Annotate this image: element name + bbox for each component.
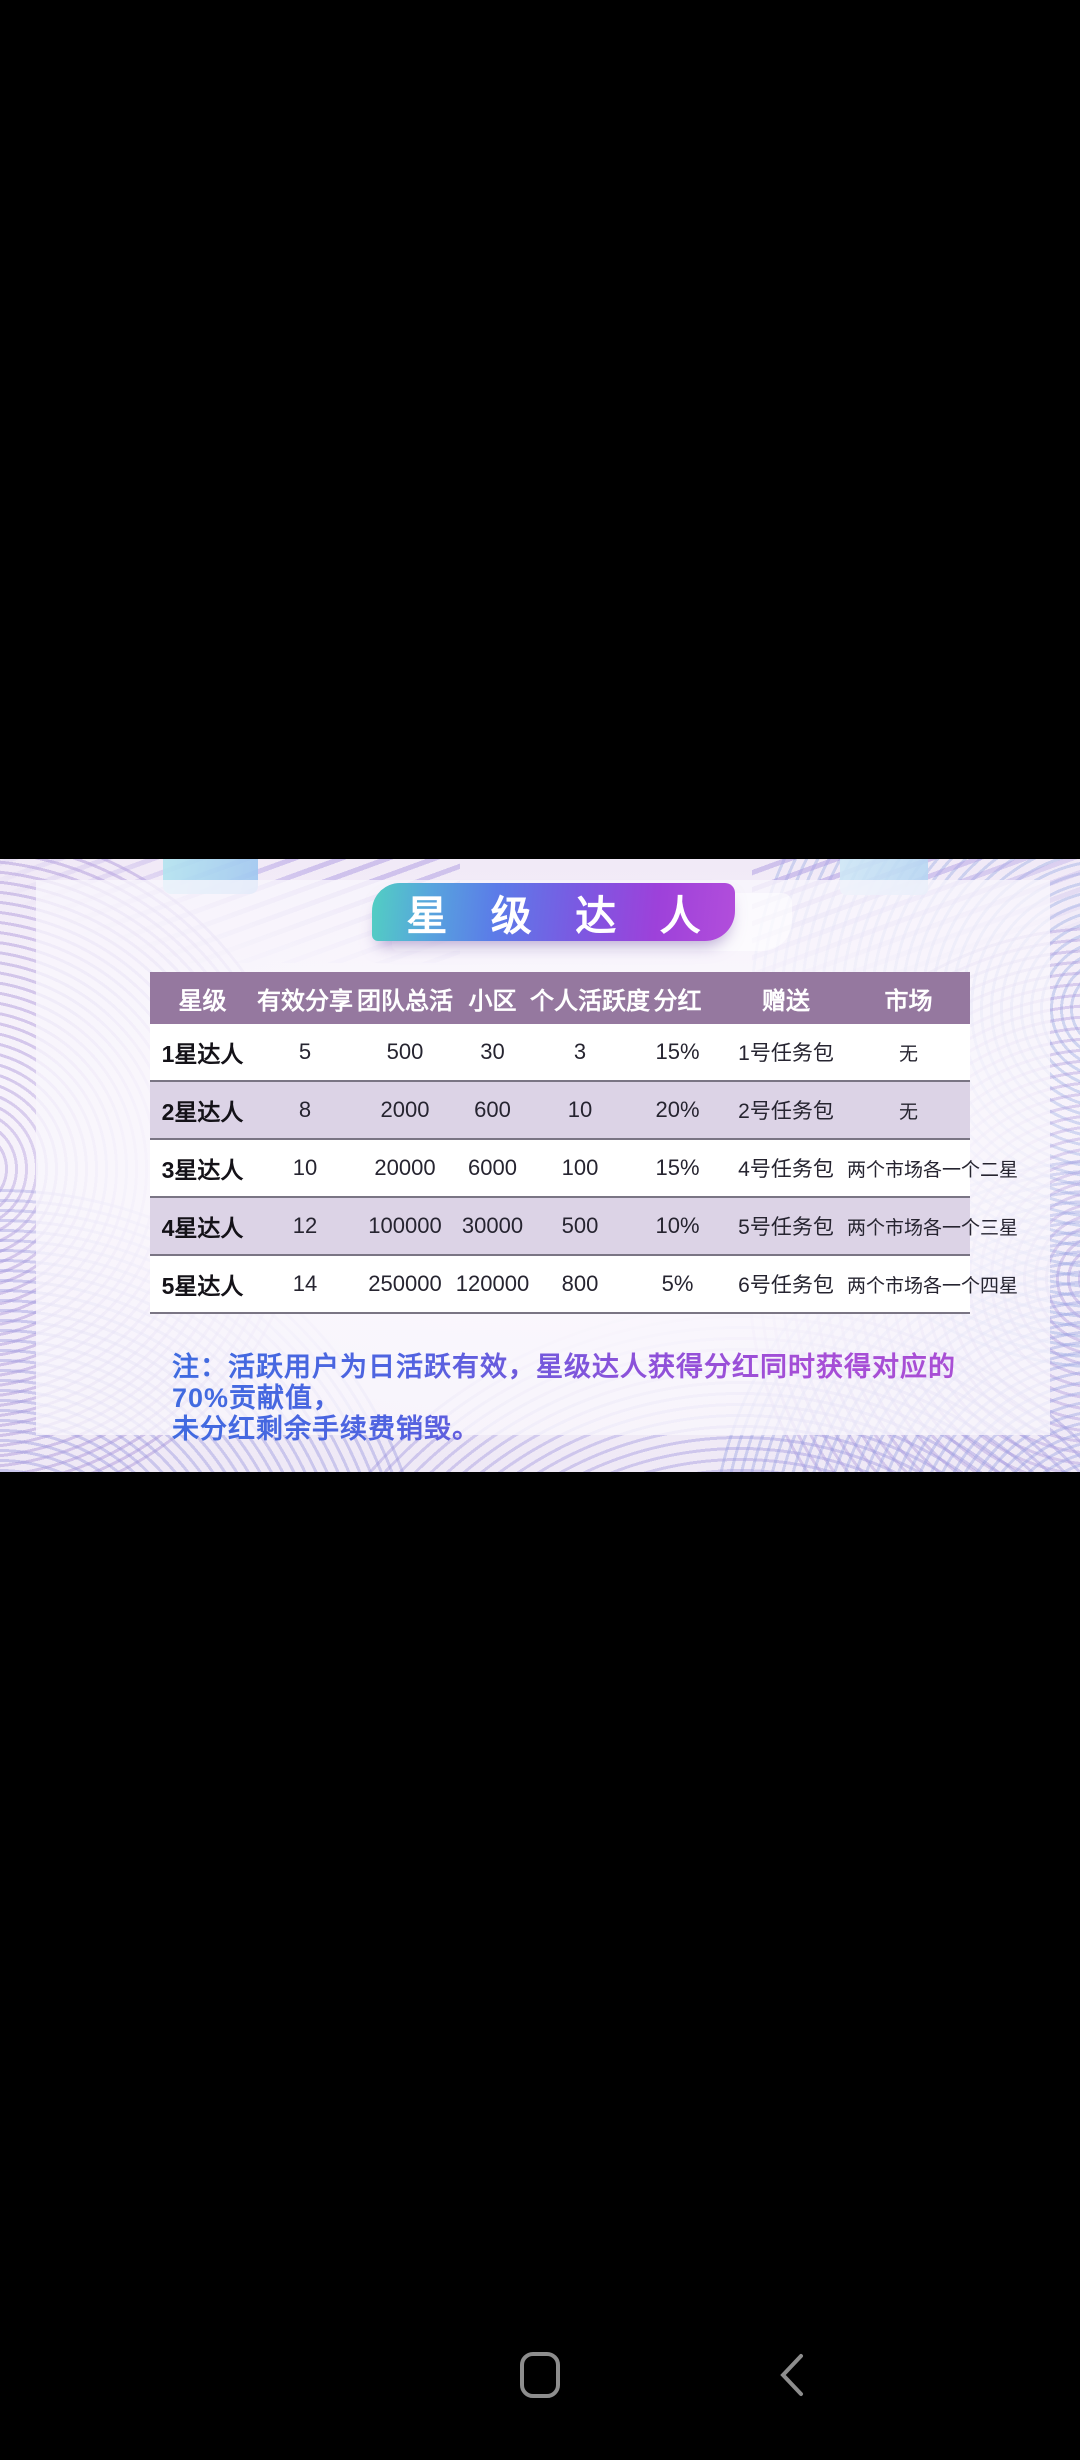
back-chevron-icon: [780, 2354, 803, 2396]
column-header: 团队总活: [357, 987, 453, 1015]
column-header: 小区: [468, 987, 517, 1015]
gift-cell: 5号任务包: [738, 1216, 834, 1239]
team-active-cell: 20000: [374, 1155, 436, 1180]
back-button[interactable]: [731, 2320, 851, 2430]
table-row: 1星达人 5 500 30 3 15% 1号任务包 无: [150, 1024, 970, 1082]
valid-share-cell: 8: [298, 1097, 312, 1122]
personal-activity-cell: 10: [567, 1097, 593, 1122]
table-row: 3星达人 10 20000 6000 100 15% 4号任务包 两个市场各一个…: [150, 1140, 1019, 1198]
dividend-cell: 15%: [655, 1039, 700, 1064]
table-row: 2星达人 8 2000 600 10 20% 2号任务包 无: [150, 1082, 970, 1140]
home-button[interactable]: [480, 2320, 600, 2430]
star-level-cell: 4星达人: [161, 1215, 244, 1241]
star-level-cell: 1星达人: [161, 1041, 244, 1067]
team-active-cell: 100000: [368, 1213, 442, 1238]
valid-share-cell: 14: [292, 1271, 318, 1296]
footnote-line-1: 注：活跃用户为日活跃有效，星级达人获得分红同时获得对应的70%贡献值，: [172, 1352, 956, 1413]
table-row: 5星达人 14 250000 120000 800 5% 6号任务包 两个市场各…: [150, 1256, 1019, 1314]
title-banner: 星 级 达 人: [372, 883, 735, 941]
district-cell: 30: [480, 1039, 505, 1064]
column-header: 分红: [653, 987, 702, 1015]
district-cell: 120000: [455, 1271, 530, 1296]
personal-activity-cell: 800: [561, 1271, 599, 1296]
gift-cell: 6号任务包: [738, 1274, 834, 1297]
team-active-cell: 2000: [380, 1097, 430, 1122]
column-header: 个人活跃度: [530, 987, 650, 1015]
android-navbar: [0, 2320, 1080, 2460]
dividend-cell: 20%: [655, 1097, 700, 1122]
personal-activity-cell: 3: [573, 1039, 587, 1064]
market-cell: 两个市场各一个三星: [847, 1217, 1019, 1239]
district-cell: 600: [474, 1097, 511, 1122]
star-level-cell: 3星达人: [161, 1157, 244, 1183]
column-header: 星级: [178, 987, 227, 1015]
district-cell: 6000: [468, 1155, 517, 1180]
market-cell: 无: [898, 1043, 918, 1065]
star-level-cell: 2星达人: [161, 1099, 244, 1125]
column-header: 有效分享: [257, 987, 353, 1015]
gift-cell: 1号任务包: [738, 1042, 834, 1065]
gift-cell: 2号任务包: [738, 1100, 834, 1123]
personal-activity-cell: 500: [561, 1213, 599, 1238]
footnote-line-2: 未分红剩余手续费销毁。: [172, 1414, 480, 1444]
column-header: 赠送: [762, 987, 810, 1015]
star-level-table: 星级 有效分享 团队总活 小区 个人活跃度 分红 赠送 市场 1星达人 5 50…: [150, 972, 1019, 1314]
valid-share-cell: 10: [292, 1155, 318, 1180]
dividend-cell: 10%: [655, 1213, 700, 1238]
gift-cell: 4号任务包: [738, 1158, 834, 1181]
market-cell: 两个市场各一个二星: [847, 1159, 1019, 1181]
column-header: 市场: [884, 987, 933, 1015]
team-active-cell: 500: [386, 1039, 424, 1064]
dividend-cell: 5%: [661, 1271, 694, 1296]
promo-card: 星 级 达 人 星级 有效分享 团队总活 小区 个人活跃度 分红 赠送 市场 1…: [0, 859, 1080, 1472]
valid-share-cell: 5: [298, 1039, 312, 1064]
dividend-cell: 15%: [655, 1155, 700, 1180]
page-title: 星 级 达 人: [406, 893, 717, 939]
valid-share-cell: 12: [292, 1213, 318, 1238]
market-cell: 两个市场各一个四星: [847, 1275, 1019, 1297]
table-row: 4星达人 12 100000 30000 500 10% 5号任务包 两个市场各…: [150, 1198, 1019, 1256]
star-level-cell: 5星达人: [161, 1273, 244, 1299]
market-cell: 无: [898, 1101, 918, 1123]
team-active-cell: 250000: [368, 1271, 442, 1296]
table-header-row: 星级 有效分享 团队总活 小区 个人活跃度 分红 赠送 市场: [150, 972, 970, 1024]
menu-button[interactable]: [229, 2320, 349, 2430]
personal-activity-cell: 100: [561, 1155, 599, 1180]
district-cell: 30000: [461, 1213, 524, 1238]
home-icon: [520, 2352, 560, 2398]
footnote: 注：活跃用户为日活跃有效，星级达人获得分红同时获得对应的70%贡献值， 未分红剩…: [172, 1352, 982, 1445]
